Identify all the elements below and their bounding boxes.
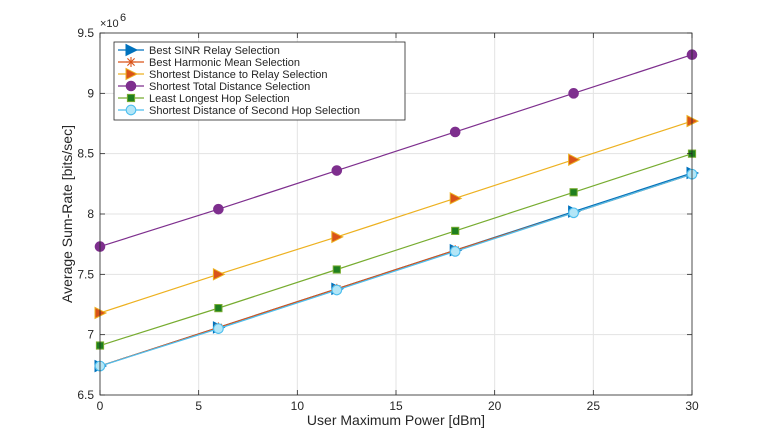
marker-shape — [449, 246, 461, 257]
data-point — [331, 165, 343, 176]
marker-shape — [451, 226, 460, 235]
marker-shape — [214, 304, 223, 313]
series-line — [99, 153, 693, 347]
marker-shape — [126, 93, 136, 103]
data-point — [213, 203, 224, 215]
legend-label: Shortest Total Distance Selection — [149, 81, 310, 93]
x-tick-label: 0 — [97, 399, 104, 413]
legend-swatch-marker — [126, 93, 136, 103]
legend-label: Best Harmonic Mean Selection — [149, 57, 300, 69]
data-point — [686, 114, 700, 128]
y-multiplier-base: ×10 — [100, 18, 119, 30]
series-3 — [94, 114, 700, 320]
marker-shape — [125, 67, 139, 81]
marker-shape — [125, 80, 137, 92]
y-tick-label: 8.5 — [77, 147, 94, 161]
legend-item: Shortest Total Distance Selection — [118, 80, 310, 93]
data-point — [212, 268, 226, 281]
marker-shape — [686, 114, 700, 128]
legend-label: Best SINR Relay Selection — [149, 45, 280, 57]
legend-swatch-marker — [126, 57, 136, 67]
legend-swatch-marker — [125, 104, 137, 116]
data-point — [568, 88, 579, 99]
marker-shape — [449, 126, 461, 138]
marker-shape — [568, 207, 579, 219]
data-point — [569, 188, 578, 197]
data-point — [568, 153, 581, 167]
legend-swatch-marker — [125, 67, 139, 81]
x-axis-title: User Maximum Power [dBm] — [307, 412, 485, 428]
legend-item: Best SINR Relay Selection — [118, 43, 280, 57]
data-point — [451, 226, 460, 235]
data-point — [449, 126, 461, 138]
data-point — [331, 284, 343, 296]
marker-shape — [125, 43, 139, 57]
marker-shape — [569, 188, 578, 197]
data-point — [94, 306, 108, 320]
x-tick-label: 10 — [291, 399, 305, 413]
marker-shape — [213, 323, 224, 334]
legend-box — [113, 41, 406, 121]
data-point — [213, 323, 224, 334]
legend-item: Shortest Distance to Relay Selection — [118, 67, 328, 81]
y-tick-label: 9 — [87, 86, 94, 100]
marker-shape — [125, 104, 137, 116]
y-axis-title: Average Sum-Rate [bits/sec] — [59, 125, 75, 303]
x-tick-label: 30 — [685, 399, 699, 413]
series-line — [99, 120, 693, 314]
marker-stroke — [127, 58, 135, 66]
legend-label: Shortest Distance to Relay Selection — [149, 69, 328, 81]
marker-shape — [212, 268, 226, 281]
marker-shape — [331, 165, 343, 176]
x-tick-label: 25 — [587, 399, 601, 413]
marker-shape — [449, 192, 463, 205]
marker-shape — [331, 230, 344, 244]
data-point — [449, 192, 463, 205]
marker-shape — [568, 153, 581, 167]
legend-item: Best Harmonic Mean Selection — [118, 57, 300, 69]
legend-item: Shortest Distance of Second Hop Selectio… — [118, 104, 360, 117]
legend-label: Least Longest Hop Selection — [149, 93, 290, 105]
marker-shape — [331, 284, 343, 296]
data-point — [332, 265, 341, 274]
series-line — [99, 54, 693, 248]
ticks: 0 5 10 15 20 25 30 6.5 7 7.5 8 8.5 9 9.5 — [77, 26, 699, 413]
data-point — [568, 207, 579, 219]
data-point — [449, 246, 461, 257]
y-tick-label: 6.5 — [77, 388, 94, 402]
y-tick-label: 8 — [87, 207, 94, 221]
x-tick-label: 5 — [195, 399, 202, 413]
marker-shape — [213, 203, 224, 215]
data-point — [331, 230, 344, 244]
y-multiplier-exponent: 6 — [120, 12, 126, 24]
y-tick-label: 7.5 — [77, 267, 94, 281]
marker-shape — [568, 88, 579, 99]
marker-shape — [332, 265, 341, 274]
series-line — [99, 173, 693, 367]
legend-swatch-marker — [125, 80, 137, 92]
x-tick-label: 15 — [389, 399, 403, 413]
legend-swatch-marker — [125, 43, 139, 57]
y-tick-label: 7 — [87, 328, 94, 342]
marker-shape — [94, 306, 108, 320]
legend-item: Least Longest Hop Selection — [118, 93, 290, 105]
legend-label: Shortest Distance of Second Hop Selectio… — [149, 105, 360, 117]
data-point — [214, 304, 223, 313]
x-tick-label: 20 — [488, 399, 502, 413]
y-tick-label: 9.5 — [77, 26, 94, 40]
